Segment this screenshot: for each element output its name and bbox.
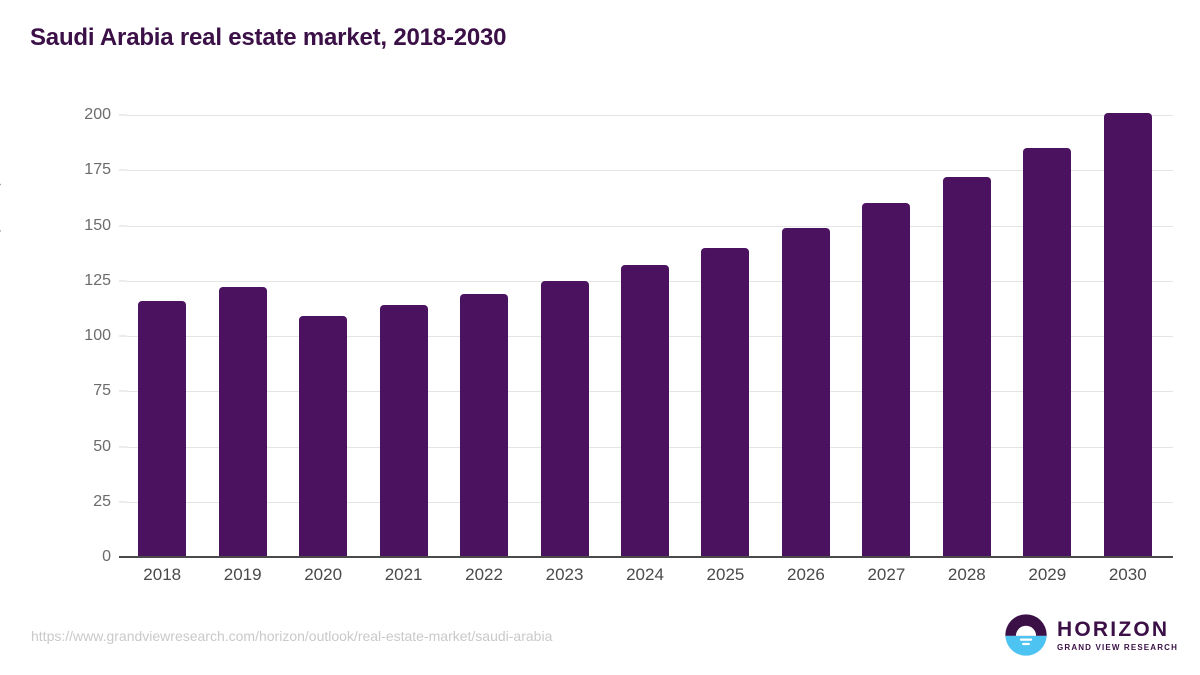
y-axis-title: Market Size (US$B) [0,180,2,330]
bar[interactable] [299,316,348,557]
x-tick-label: 2022 [465,565,503,584]
x-axis-line [119,556,1173,558]
x-tick-label: 2025 [706,565,745,584]
horizon-logo-text: HORIZON GRAND VIEW RESEARCH [1057,619,1178,652]
bar[interactable] [460,294,509,557]
gridline [127,170,1173,172]
bar[interactable] [701,247,750,557]
bar[interactable] [1103,112,1152,557]
y-tick-label: 125 [84,271,111,289]
horizon-logo[interactable]: HORIZON GRAND VIEW RESEARCH [1004,612,1178,658]
source-url-link[interactable]: https://www.grandviewresearch.com/horizo… [31,628,553,644]
bar[interactable] [621,265,669,557]
bar[interactable] [218,287,267,557]
y-tick-mark [119,446,127,447]
bar[interactable] [1023,148,1072,557]
logo-tagline: GRAND VIEW RESEARCH [1057,642,1178,652]
x-tick-label: 2026 [787,565,825,584]
y-tick-label: 150 [84,216,111,234]
bar[interactable] [942,176,991,557]
y-tick-label: 0 [102,548,111,565]
x-tick-label: 2030 [1108,565,1147,584]
y-tick-label: 175 [84,161,111,179]
bar[interactable] [138,300,187,557]
horizon-logo-icon [1005,614,1047,656]
x-tick-label: 2020 [304,565,343,584]
bar[interactable] [379,305,428,557]
gridline [127,115,1173,116]
y-tick-label: 100 [84,327,111,344]
y-tick-mark [119,335,127,337]
plot-area [119,112,1173,558]
y-tick-mark [119,114,127,116]
page-title: Saudi Arabia real estate market, 2018-20… [30,24,507,51]
bar[interactable] [781,227,830,557]
y-tick-mark [119,501,127,503]
logo-wordmark: HORIZON [1057,617,1170,641]
y-tick-label: 25 [93,492,111,510]
y-tick-mark [119,225,127,226]
x-tick-label: 2024 [626,565,664,584]
y-tick-mark [119,390,127,392]
x-tick-label: 2018 [143,565,182,584]
y-tick-label: 200 [84,106,111,123]
x-tick-label: 2023 [545,565,584,584]
x-tick-label: 2027 [867,565,906,584]
bar[interactable] [540,280,589,557]
y-tick-mark [119,280,127,282]
x-tick-label: 2019 [223,565,262,584]
y-tick-label: 75 [93,382,111,400]
bar[interactable] [862,203,911,557]
x-tick-label: 2021 [384,565,423,584]
x-tick-label: 2028 [947,565,986,584]
y-tick-label: 50 [93,437,111,455]
gridline [127,225,1173,227]
y-tick-mark [119,169,127,171]
x-tick-label: 2029 [1028,565,1067,584]
